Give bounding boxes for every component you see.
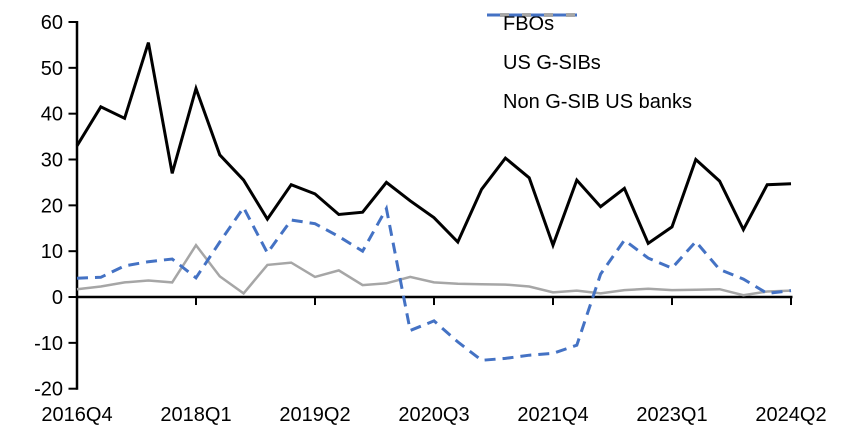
x-axis-tick-label: 2016Q4 [41, 404, 112, 426]
series-line-fbos [75, 42, 792, 250]
legend: FBOs US G-SIBs Non G-SIB US banks [487, 11, 692, 128]
legend-item-non-gsib: Non G-SIB US banks [487, 13, 692, 115]
legend-label-non-gsib: Non G-SIB US banks [503, 90, 692, 113]
y-axis-tick-label: -20 [34, 379, 63, 401]
x-axis-tick-label: 2019Q2 [279, 404, 350, 426]
x-axis-tick-label: 2024Q2 [755, 404, 826, 426]
y-axis-tick-label: -10 [34, 333, 63, 355]
y-axis-tick-label: 40 [41, 104, 63, 126]
x-axis-tick-label: 2021Q4 [517, 404, 588, 426]
legend-item-us-gsibs: US G-SIBs [487, 13, 692, 76]
x-axis-tick-label: 2023Q1 [636, 404, 707, 426]
x-axis-tick-label: 2018Q1 [160, 404, 231, 426]
y-axis-tick-label: 0 [52, 287, 63, 309]
y-axis-tick-label: 20 [41, 195, 63, 217]
y-axis-tick-label: 60 [41, 12, 63, 34]
legend-label-us-gsibs: US G-SIBs [503, 51, 601, 74]
y-axis-tick-label: 50 [41, 58, 63, 80]
series-line-us-g-sibs [76, 243, 792, 297]
non-gsib-line-sample-icon [487, 13, 577, 17]
y-axis-tick-label: 10 [41, 241, 63, 263]
x-axis-tick-label: 2020Q3 [398, 404, 469, 426]
series-line-non-g-sib-us-banks [76, 204, 792, 362]
legend-label-fbos: FBOs [503, 12, 555, 35]
y-axis-tick-label: 30 [41, 150, 63, 172]
